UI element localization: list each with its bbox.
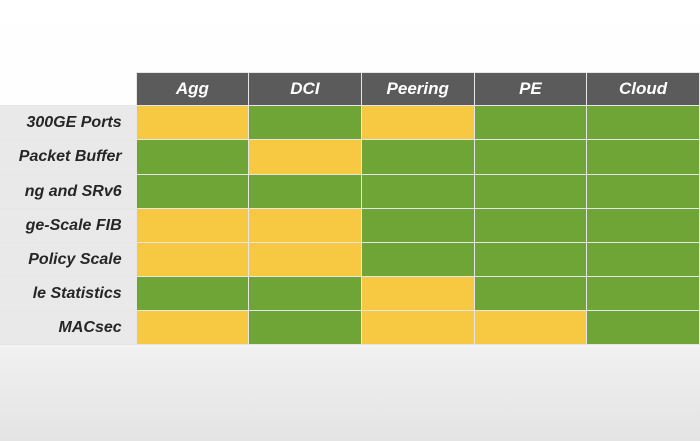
- corner-cell: [0, 73, 136, 106]
- matrix-cell: [248, 105, 362, 140]
- matrix-cell: [248, 310, 362, 345]
- capability-matrix: Agg DCI Peering PE Cloud 300GE Ports Pac…: [0, 72, 700, 345]
- matrix-cell: [360, 139, 475, 175]
- column-header-dci: DCI: [248, 72, 362, 106]
- row-label: MACsec: [0, 310, 137, 345]
- matrix-cell: [135, 105, 250, 140]
- matrix-cell: [473, 310, 588, 345]
- matrix-cell: [135, 139, 250, 175]
- row-label: 300GE Ports: [0, 105, 137, 140]
- row-label: ng and SRv6: [0, 174, 137, 209]
- row-label: Policy Scale: [0, 242, 137, 277]
- matrix-cell: [586, 208, 700, 243]
- matrix-cell: [360, 208, 475, 243]
- column-header-pe: PE: [473, 72, 588, 106]
- matrix-cell: [360, 310, 475, 345]
- matrix-cell: [248, 276, 362, 311]
- matrix-cell: [586, 276, 700, 311]
- matrix-cell: [135, 310, 250, 345]
- matrix-cell: [586, 105, 700, 140]
- column-header-agg: Agg: [135, 72, 250, 106]
- matrix-row: Policy Scale: [0, 242, 700, 277]
- column-header-cloud: Cloud: [586, 72, 700, 106]
- matrix-cell: [473, 276, 588, 311]
- matrix-row: 300GE Ports: [0, 105, 700, 140]
- matrix-cell: [586, 174, 700, 209]
- matrix-row: Packet Buffer: [0, 139, 700, 175]
- matrix-cell: [586, 139, 700, 175]
- matrix-cell: [473, 105, 588, 140]
- matrix-row: MACsec: [0, 310, 700, 345]
- matrix-cell: [360, 105, 475, 140]
- matrix-cell: [473, 208, 588, 243]
- column-header-peering: Peering: [360, 72, 475, 106]
- matrix-cell: [360, 276, 475, 311]
- matrix-cell: [248, 208, 362, 243]
- matrix-cell: [135, 276, 250, 311]
- header-row: Agg DCI Peering PE Cloud: [0, 72, 700, 106]
- matrix-cell: [248, 174, 362, 209]
- matrix-cell: [473, 242, 588, 277]
- matrix-cell: [135, 208, 250, 243]
- row-label: le Statistics: [0, 276, 137, 311]
- matrix-cell: [135, 174, 250, 209]
- matrix-cell: [360, 242, 475, 277]
- matrix-row: le Statistics: [0, 276, 700, 311]
- row-label: ge-Scale FIB: [0, 208, 137, 243]
- matrix-cell: [473, 174, 588, 209]
- matrix-cell: [473, 139, 588, 175]
- matrix-cell: [248, 242, 362, 277]
- row-label: Packet Buffer: [0, 139, 137, 175]
- matrix-cell: [135, 242, 250, 277]
- matrix-row: ge-Scale FIB: [0, 208, 700, 243]
- matrix-cell: [586, 242, 700, 277]
- matrix-cell: [360, 174, 475, 209]
- matrix-row: ng and SRv6: [0, 174, 700, 209]
- matrix-cell: [586, 310, 700, 345]
- matrix-cell: [248, 139, 362, 175]
